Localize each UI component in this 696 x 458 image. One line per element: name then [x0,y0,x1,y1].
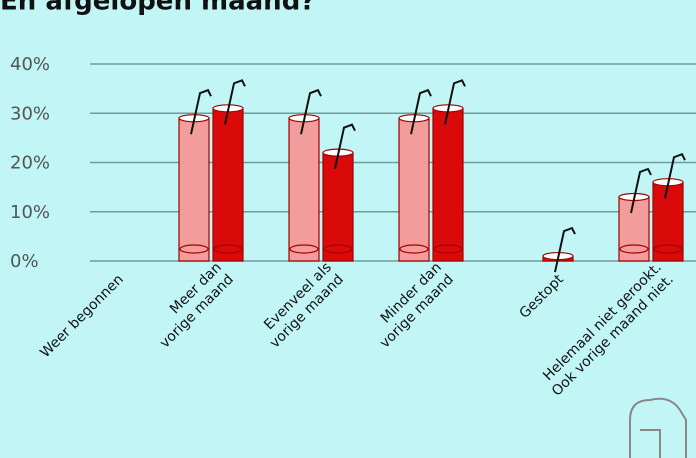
chart-title: En afgelopen maand? [0,0,315,17]
straw [410,88,432,135]
bar [212,107,244,262]
glass [432,79,466,262]
bar [618,196,650,262]
straw [334,123,356,169]
glass-bottom [433,244,463,254]
straw [630,167,652,214]
straw [444,79,466,125]
glass-bottom [323,244,353,254]
straw [300,88,322,135]
glass [288,88,322,262]
bar [432,107,464,262]
bar [652,181,684,262]
glass-bottom [619,244,649,254]
glass-bottom [179,244,209,254]
glass [178,88,212,262]
glass [322,123,356,262]
glass-bottom [289,244,319,254]
straw [224,79,246,125]
bar [288,117,320,262]
y-tick-label: 0% [10,251,39,272]
glass-bottom [213,244,243,254]
y-tick-label: 10% [10,202,50,223]
glass [212,79,246,262]
y-tick-label: 30% [10,103,50,124]
glass [398,88,432,262]
straw [664,152,686,199]
straw [190,88,212,135]
glass-bottom [653,244,683,254]
bar [178,117,210,262]
glass [618,167,652,262]
glass [542,226,576,273]
glass [652,152,686,262]
straw [554,226,576,273]
glass-bottom [399,244,429,254]
y-tick-label: 20% [10,153,50,174]
bar [398,117,430,262]
logo-icon [629,397,687,458]
y-tick-label: 40% [10,54,50,75]
